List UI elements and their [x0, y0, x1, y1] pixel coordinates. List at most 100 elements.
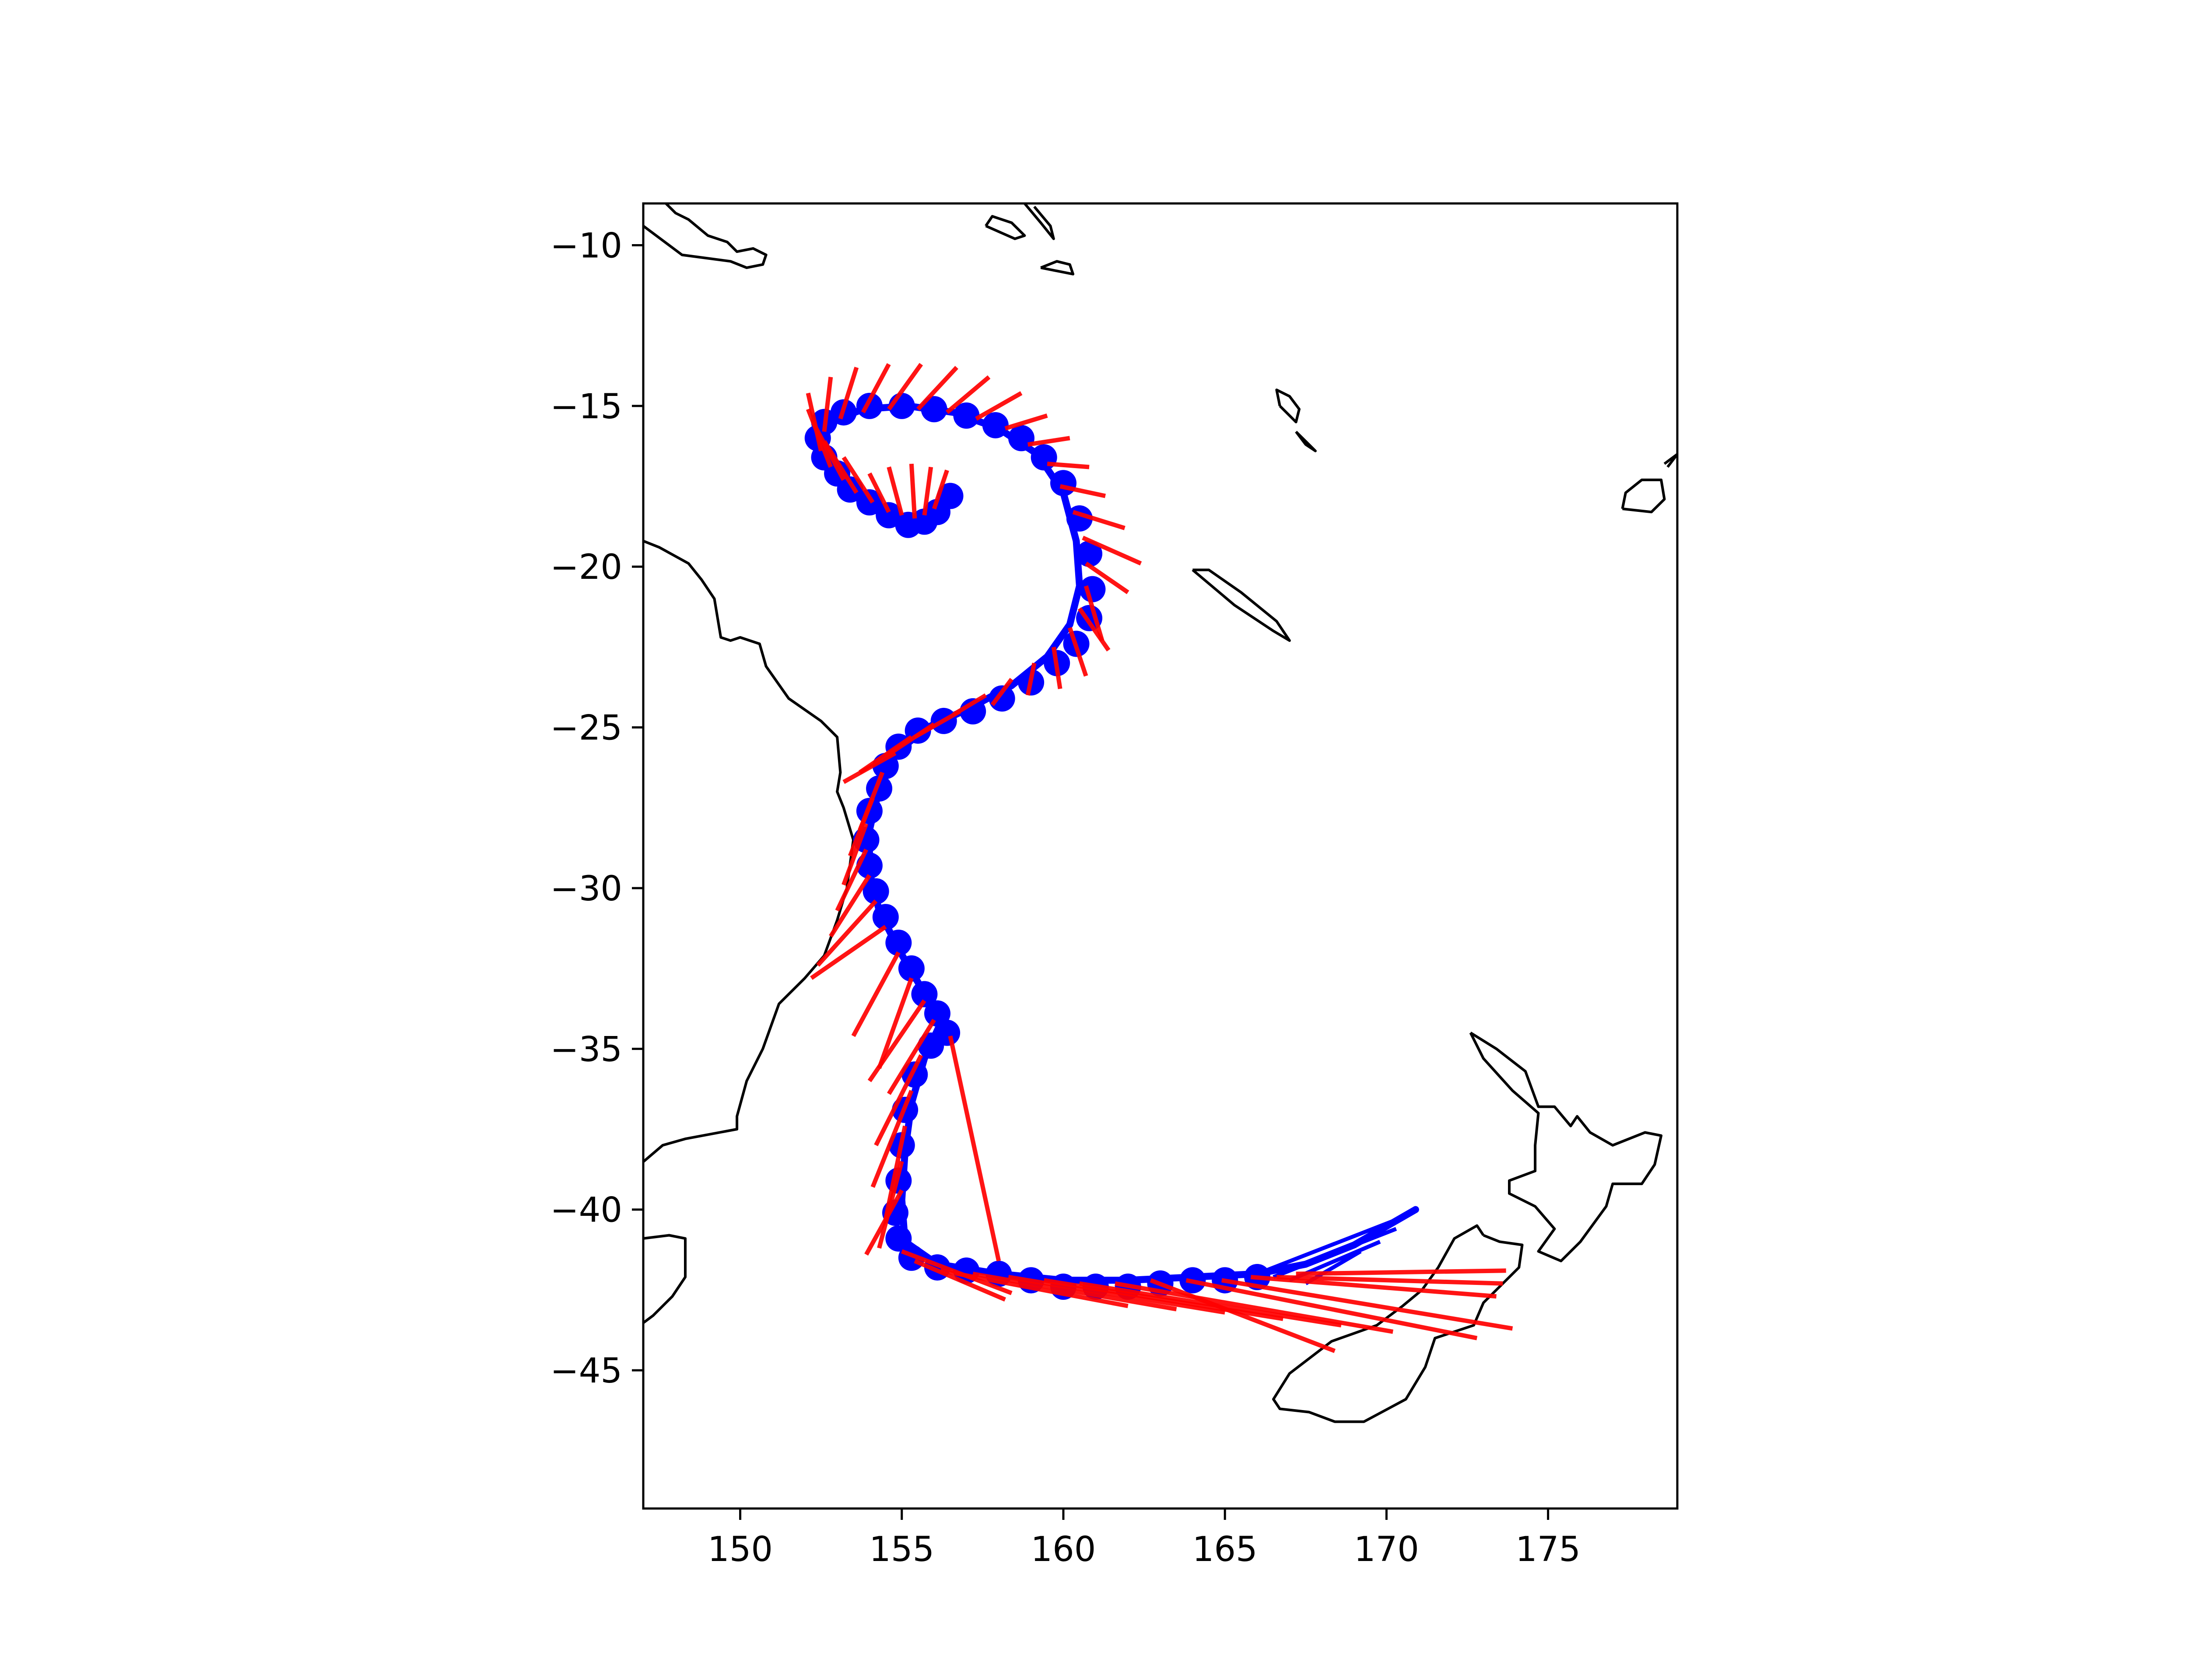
vector-24 [1083, 585, 1105, 641]
vector-39 [829, 874, 872, 938]
track-point-37 [863, 878, 889, 905]
vector-42 [851, 951, 901, 1037]
coastline-4 [1275, 388, 1301, 424]
coastline-5 [1295, 430, 1317, 452]
coastline-1 [985, 215, 1026, 240]
track-point-39 [885, 929, 912, 956]
track-point-21 [1076, 540, 1103, 567]
vector-43 [877, 977, 914, 1069]
vector-19 [1047, 462, 1090, 469]
vector-38 [835, 848, 869, 912]
vector-63 [1250, 1275, 1497, 1299]
vector-46 [874, 1054, 923, 1147]
vector-40 [816, 900, 878, 967]
vector-50 [864, 1189, 904, 1256]
track-point-19 [1050, 470, 1076, 497]
track-point-18 [1031, 444, 1057, 471]
vector-0 [932, 469, 949, 510]
x-tick-label-2: 160 [1031, 1530, 1096, 1569]
coastline-10 [643, 1234, 687, 1325]
y-tick-label-2: −20 [550, 548, 622, 587]
vector-51 [948, 1035, 1001, 1262]
track-point-17 [1008, 425, 1034, 452]
vector-10 [822, 377, 833, 432]
coastline-11 [1469, 1032, 1663, 1263]
vector-12 [861, 363, 891, 413]
vector-1 [922, 466, 933, 516]
vector-4 [867, 472, 891, 513]
vector-37 [842, 823, 869, 886]
vector-64 [1276, 1274, 1503, 1286]
x-tick-label-0: 150 [708, 1530, 773, 1569]
vector-13 [887, 363, 923, 411]
vector-11 [838, 367, 859, 420]
y-tick-label-7: −45 [550, 1351, 622, 1391]
coastline-0 [643, 203, 768, 269]
vector-3 [887, 466, 904, 516]
vector-47 [870, 1089, 914, 1188]
vector-53 [914, 1259, 1006, 1302]
vector-26 [1067, 627, 1088, 677]
plot-frame [642, 202, 1679, 1510]
vector-60 [1150, 1278, 1336, 1353]
vector-28 [1025, 662, 1037, 696]
y-tick-label-3: −25 [550, 709, 622, 748]
vector-2 [909, 463, 917, 519]
vector-15 [945, 375, 991, 414]
track-point-16 [982, 412, 1009, 438]
vector-23 [1084, 561, 1129, 595]
y-tick-label-5: −35 [550, 1030, 622, 1069]
vector-18 [1027, 436, 1070, 447]
vector-16 [975, 391, 1023, 421]
coastline-6 [1621, 478, 1666, 514]
vector-54 [940, 1268, 1129, 1309]
vector-55 [972, 1271, 1177, 1312]
vector-44 [867, 999, 926, 1082]
track-point-41 [911, 981, 938, 1008]
track-tail-1 [1273, 1227, 1397, 1279]
y-axis: −10 −15 −20 −25 −30 −35 −40 −45 [550, 227, 643, 1391]
x-axis: 150 155 160 165 170 175 [708, 1508, 1581, 1569]
y-tick-label-0: −10 [550, 227, 622, 266]
y-tick-label-4: −30 [550, 869, 622, 909]
vector-59 [1115, 1281, 1394, 1334]
vector-57 [1043, 1278, 1283, 1321]
track-point-38 [872, 904, 899, 931]
vector-17 [1004, 413, 1048, 431]
vector-34 [842, 751, 897, 784]
vector-65 [1296, 1268, 1506, 1276]
vector-22 [1082, 536, 1142, 566]
vector-9 [806, 392, 824, 452]
vector-29 [990, 678, 1013, 707]
y-tick-label-6: −40 [550, 1191, 622, 1230]
vector-41 [810, 925, 887, 980]
x-tick-label-1: 155 [869, 1530, 934, 1569]
vector-5 [842, 456, 875, 504]
vector-45 [887, 1018, 936, 1095]
x-tick-label-4: 170 [1354, 1530, 1419, 1569]
track-point-50 [885, 1225, 912, 1252]
coastline-9 [643, 539, 855, 1164]
track-point-27 [989, 685, 1015, 712]
track-point-20 [1066, 505, 1093, 532]
coastline-8 [1192, 568, 1291, 642]
x-tick-label-5: 175 [1515, 1530, 1581, 1569]
track-point-14 [921, 396, 947, 423]
coastline-2 [1024, 203, 1055, 240]
vector-14 [916, 366, 958, 411]
vector-21 [1072, 510, 1126, 530]
vector-27 [1051, 647, 1062, 690]
vector-49 [877, 1161, 904, 1249]
vector-25 [1077, 607, 1111, 652]
track-point-15 [953, 402, 980, 429]
track-point-5 [856, 489, 883, 516]
track-point-12 [856, 392, 883, 419]
coastline-3 [1040, 260, 1075, 276]
track-tail-0 [1256, 1214, 1407, 1276]
track-point-4 [876, 502, 902, 528]
vector-layer [806, 363, 1513, 1353]
vector-62 [1221, 1278, 1513, 1331]
y-tick-label-1: −15 [550, 387, 622, 427]
